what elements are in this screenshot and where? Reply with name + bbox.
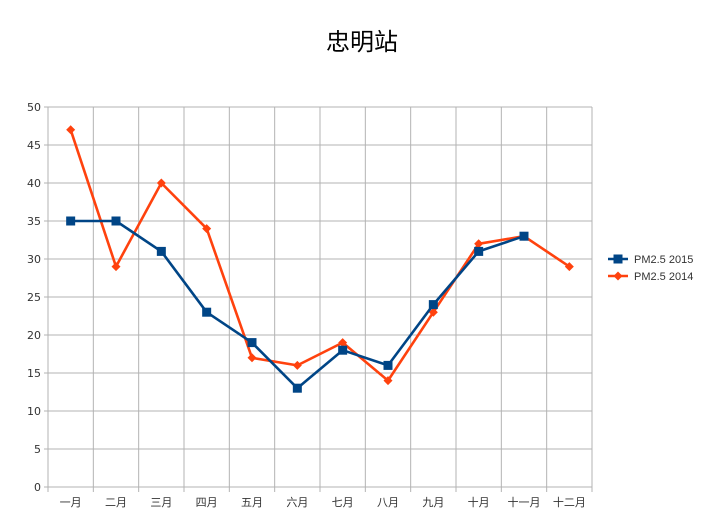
data-point <box>202 307 212 317</box>
y-tick-label: 50 <box>27 101 41 114</box>
data-point <box>474 246 484 256</box>
data-point <box>111 216 121 226</box>
data-point <box>247 353 257 363</box>
series-line <box>69 129 571 382</box>
series-pm2-5-2015 <box>66 216 529 393</box>
chart-title: 忠明站 <box>326 28 398 56</box>
legend-label: PM2.5 2014 <box>634 271 693 283</box>
x-tick-label: 九月 <box>422 496 444 509</box>
x-tick-label: 一月 <box>60 496 82 509</box>
data-point <box>564 262 574 272</box>
data-point <box>66 216 76 226</box>
y-tick-label: 35 <box>27 215 41 228</box>
data-point <box>338 338 348 348</box>
data-point <box>111 262 121 272</box>
legend-marker <box>613 254 623 264</box>
legend-entry: PM2.5 2015 <box>608 254 693 266</box>
x-tick-label: 七月 <box>332 496 354 509</box>
data-point <box>383 376 393 386</box>
legend-entry: PM2.5 2014 <box>608 271 693 283</box>
grid-layer <box>47 106 593 488</box>
y-tick-label: 10 <box>27 405 41 418</box>
data-point <box>292 360 302 370</box>
series-pm2-5-2014 <box>66 125 574 386</box>
data-point <box>474 239 484 249</box>
x-tick-label: 三月 <box>150 496 172 509</box>
data-point <box>156 246 166 256</box>
data-point <box>202 224 212 234</box>
x-tick-label: 二月 <box>105 496 127 509</box>
data-point <box>383 360 393 370</box>
y-tick-label: 0 <box>34 481 41 494</box>
x-tick-label: 八月 <box>377 496 399 509</box>
legend: PM2.5 2015 PM2.5 2014 <box>608 254 693 283</box>
y-tick-label: 20 <box>27 329 41 342</box>
data-point <box>519 231 529 241</box>
data-point <box>428 300 438 310</box>
data-point <box>247 338 257 348</box>
x-tick-label: 四月 <box>196 496 218 509</box>
y-tick-label: 5 <box>34 443 41 456</box>
data-point <box>292 383 302 393</box>
data-point <box>428 307 438 317</box>
series-layer <box>66 125 574 393</box>
y-tick-label: 15 <box>27 367 41 380</box>
y-tick-label: 30 <box>27 253 41 266</box>
x-tick-label: 六月 <box>286 496 308 509</box>
data-point <box>338 345 348 355</box>
x-tick-label: 十二月 <box>553 495 586 509</box>
y-tick-label: 45 <box>27 139 41 152</box>
x-tick-label: 十月 <box>468 495 490 509</box>
y-tick-label: 40 <box>27 177 41 190</box>
x-tick-label: 十一月 <box>508 495 541 509</box>
axis-layer: 0 5 10 15 20 25 30 35 40 45 50 一月 二月 三月 四月 五月 六月 七月 八月 九月 十月… <box>27 101 593 509</box>
x-tick-label: 五月 <box>241 496 263 509</box>
data-point <box>66 125 76 135</box>
data-point <box>156 178 166 188</box>
y-tick-label: 25 <box>27 291 41 304</box>
legend-marker <box>613 271 623 281</box>
legend-label: PM2.5 2015 <box>634 254 693 266</box>
